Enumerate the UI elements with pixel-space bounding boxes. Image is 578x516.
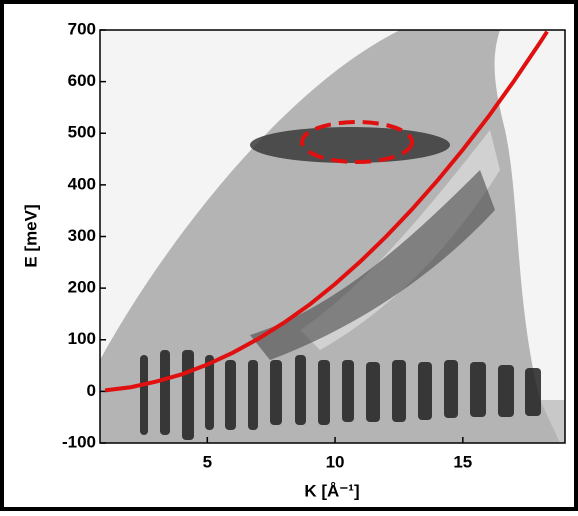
y-tick-label: 100 bbox=[68, 329, 96, 348]
x-axis-label: K [Å⁻¹] bbox=[304, 481, 359, 500]
x-tick-label: 10 bbox=[326, 452, 345, 471]
y-tick-label: 500 bbox=[68, 123, 96, 142]
y-tick-label: 0 bbox=[87, 381, 96, 400]
y-tick-label: 300 bbox=[68, 226, 96, 245]
y-tick-label: 600 bbox=[68, 71, 96, 90]
intensity-map bbox=[100, 30, 565, 443]
y-tick-label: -100 bbox=[62, 432, 96, 451]
x-tick-label: 15 bbox=[453, 452, 472, 471]
y-axis-label: E [meV] bbox=[21, 204, 40, 267]
y-tick-label: 700 bbox=[68, 19, 96, 38]
y-tick-label: 400 bbox=[68, 174, 96, 193]
dark-streak bbox=[250, 170, 495, 360]
series-line bbox=[104, 30, 549, 393]
covered-region bbox=[100, 30, 560, 443]
highlight-ellipse bbox=[300, 120, 414, 164]
dark-blob bbox=[250, 127, 450, 163]
y-tick-label: 200 bbox=[68, 278, 96, 297]
x-tick-label: 5 bbox=[203, 452, 212, 471]
